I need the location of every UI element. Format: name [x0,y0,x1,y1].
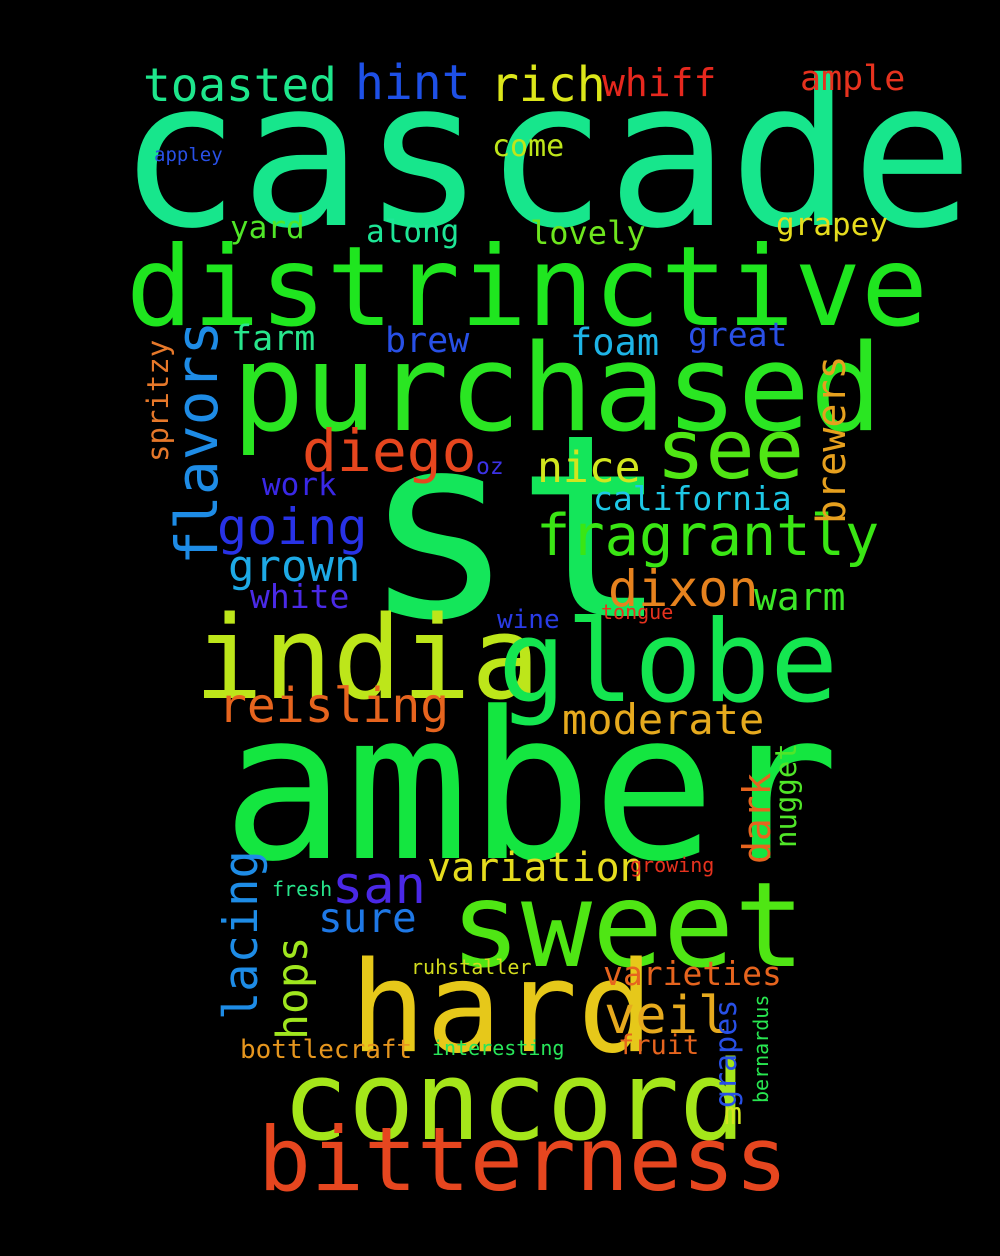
word-rich: rich [490,57,606,113]
word-brew: brew [385,321,470,361]
word-distrinctive: distrinctive [126,223,928,352]
word-white: white [250,577,350,616]
word-hard: hard [350,934,654,1081]
word-bernardus: bernardus [749,994,773,1103]
word-farm: farm [231,319,316,359]
word-concord: concord [282,1037,746,1165]
word-nugget: nugget [769,743,803,848]
word-lovely: lovely [530,214,646,252]
word-sure: sure [318,894,417,942]
word-lacing: lacing [214,850,269,1020]
word-nice: nice [537,443,641,493]
word-globe: globe [498,596,839,728]
word-warm: warm [754,575,846,619]
word-fresh: fresh [272,877,333,901]
word-oz: oz [476,454,504,480]
word-varieties: varieties [603,954,782,993]
word-m: m [724,1097,743,1132]
word-india: india [194,592,541,726]
word-san: san [332,856,426,916]
word-ample: ample [800,59,906,99]
word-work: work [262,467,337,503]
word-toasted: toasted [143,58,337,112]
word-spritzy: spritzy [141,339,175,462]
word-moderate: moderate [562,695,765,744]
word-california: california [593,479,792,518]
word-reisling: reisling [218,678,450,734]
word-variation: variation [427,845,644,891]
word-grapes: grapes [709,999,744,1108]
word-fragrantly: fragrantly [536,503,880,569]
word-grown: grown [228,541,361,592]
word-come: come [492,129,565,164]
word-brewers: brewers [809,355,855,524]
word-amber: amber [222,669,840,907]
word-grapey: grapey [776,207,888,243]
word-bitterness: bitterness [258,1108,788,1211]
word-st: st [362,380,670,677]
word-along: along [366,214,460,250]
word-going: going [217,498,368,556]
word-growing: growing [630,853,715,877]
word-interesting: interesting [432,1036,565,1060]
word-veil: veil [604,986,730,1046]
word-diego: diego [302,417,477,485]
word-appley: appley [154,144,223,166]
word-yard: yard [230,210,305,246]
word-sweet: sweet [450,856,806,994]
word-purchased: purchased [232,320,883,459]
word-dixon: dixon [608,560,759,618]
word-bottlecraft: bottlecraft [240,1035,413,1065]
word-hops: hops [268,936,318,1040]
word-see: see [656,403,805,498]
word-great: great [688,315,788,354]
word-whiff: whiff [602,61,717,105]
word-foam: foam [570,321,660,364]
word-tongue: tongue [601,600,674,624]
word-wine: wine [497,605,560,635]
word-ruhstaller: ruhstaller [411,955,532,979]
word-cascade: cascade [118,37,974,273]
word-hint: hint [355,55,471,111]
word-fruit: fruit [618,1030,700,1061]
